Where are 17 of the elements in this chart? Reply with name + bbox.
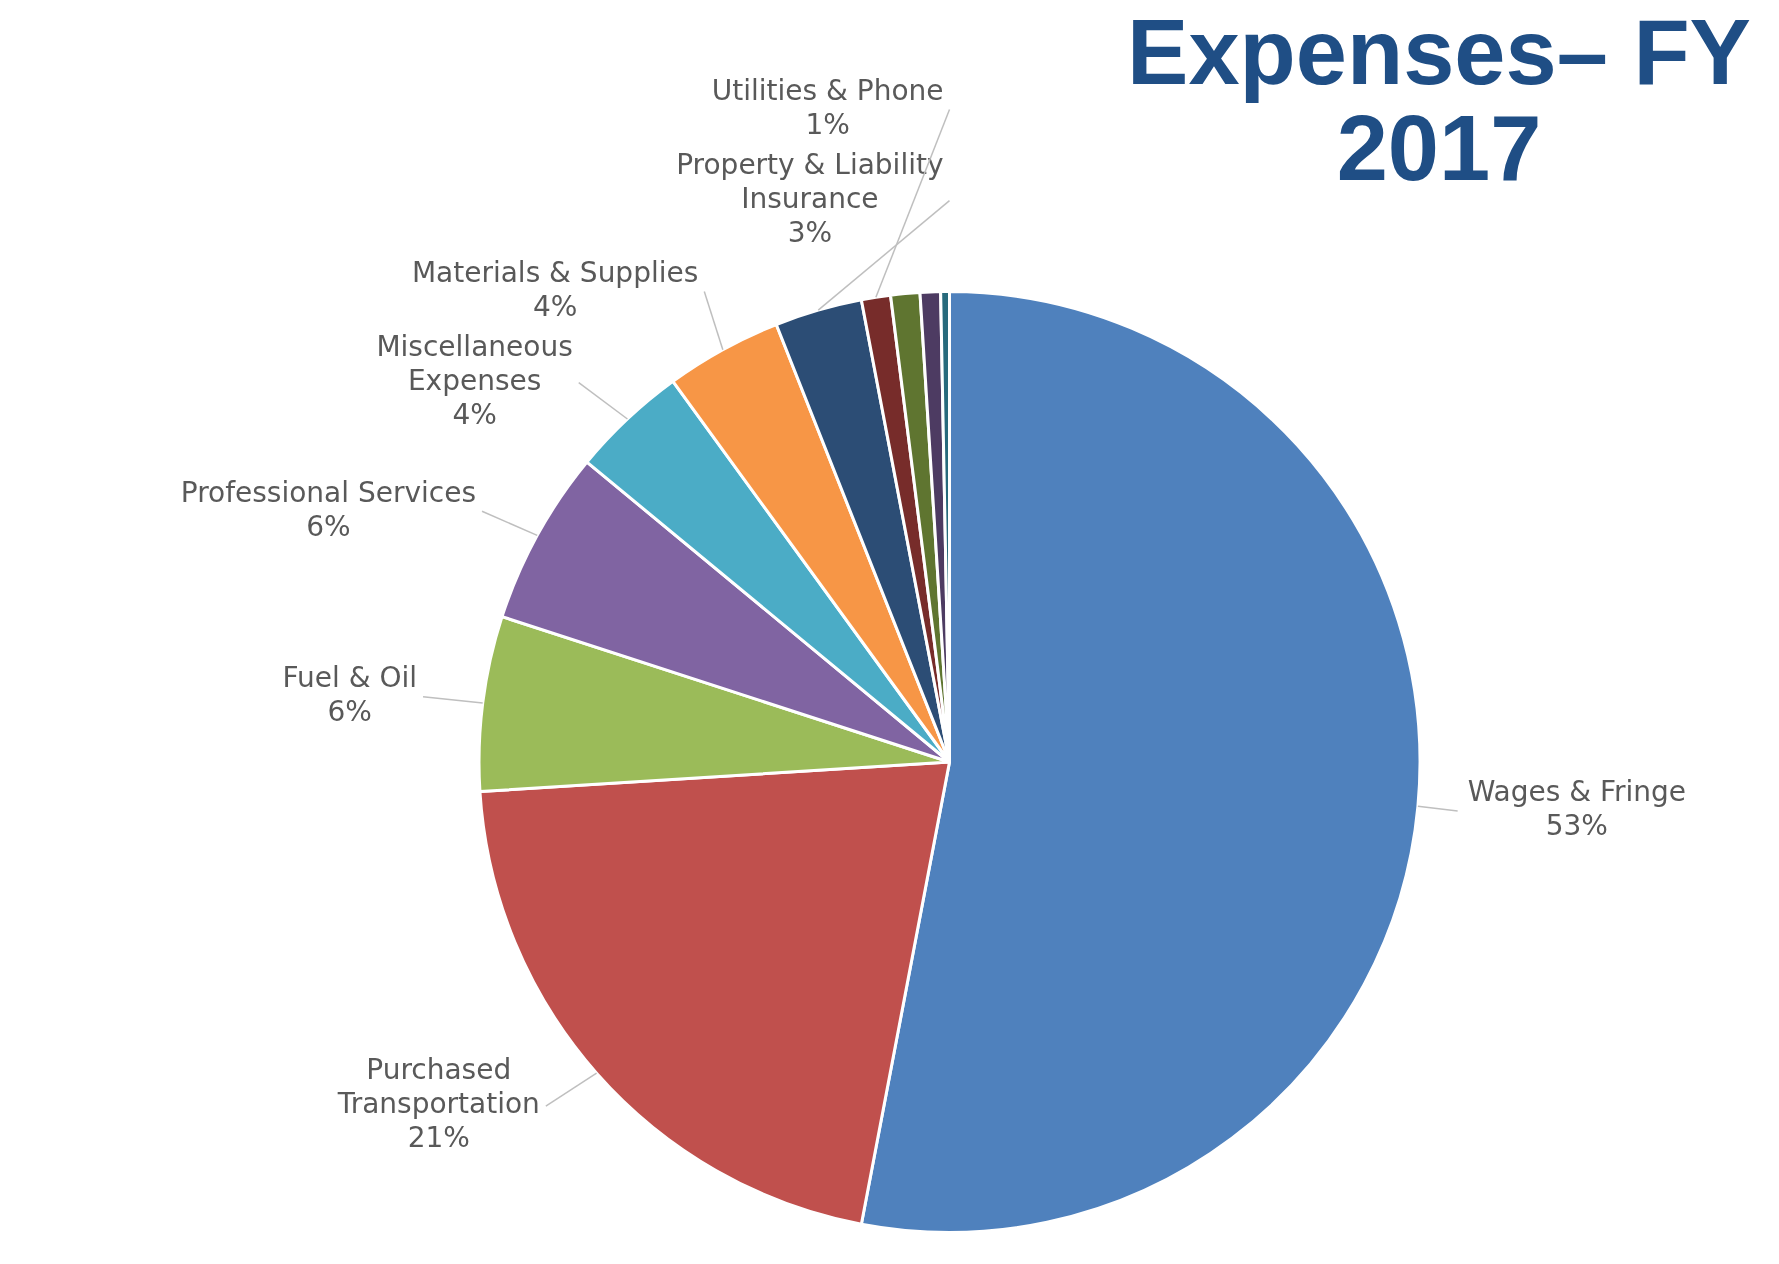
slice-label: Purchased Transportation	[336, 1053, 540, 1121]
data-label: 3%	[787, 215, 833, 249]
slice-label: Professional Services	[180, 475, 477, 509]
slice-label: Property & Liability Insurance	[676, 147, 944, 215]
slice-label: Materials & Supplies	[411, 255, 699, 289]
data-label: 6%	[327, 695, 372, 729]
slice-label: Fuel & Oil	[282, 661, 418, 695]
data-label: 1%	[805, 107, 850, 141]
slice-label: Miscellaneous Expenses	[376, 329, 573, 397]
chart-title: Expenses– FY 2017	[1126, 1, 1752, 199]
slice-label: Wages & Fringe	[1467, 775, 1687, 809]
data-label: 4%	[532, 289, 578, 323]
data-label: 53%	[1545, 809, 1608, 843]
data-label: 4%	[452, 397, 497, 431]
slice-label: Utilities & Phone	[711, 73, 944, 107]
data-label: 21%	[407, 1121, 470, 1155]
data-label: 6%	[306, 509, 351, 543]
